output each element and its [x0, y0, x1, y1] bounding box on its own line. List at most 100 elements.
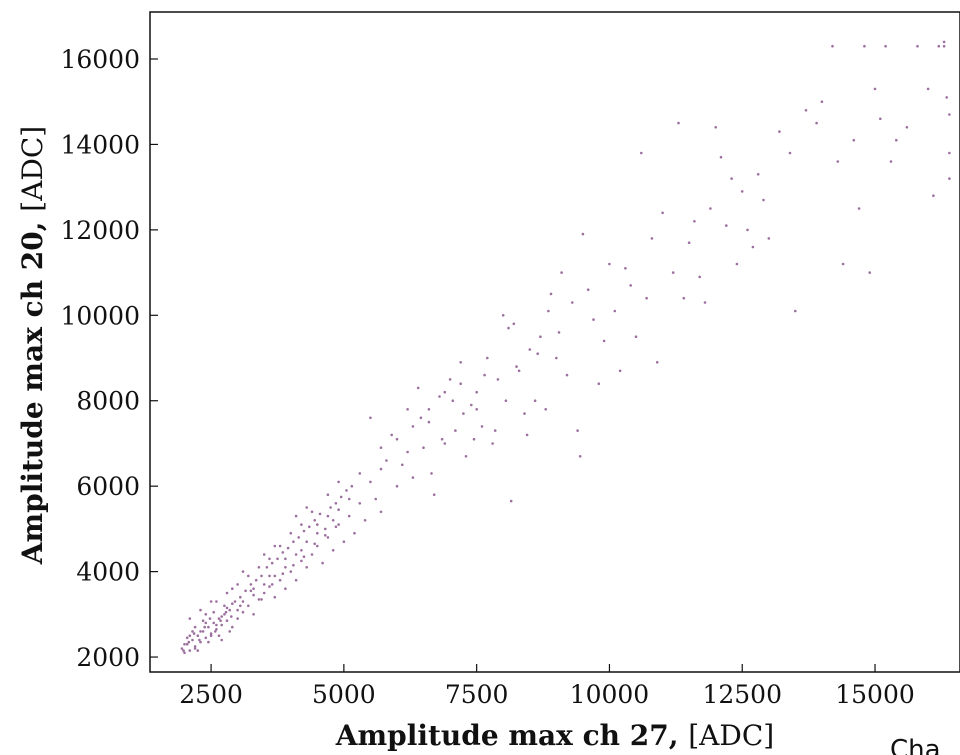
data-point: [379, 446, 383, 450]
data-point: [794, 309, 797, 313]
data-point: [560, 271, 563, 274]
data-point: [369, 480, 372, 484]
x-axis-ticks: 2500 5000 7500 10000 12500 15000: [179, 664, 915, 709]
data-point: [703, 301, 707, 304]
data-point: [427, 420, 431, 424]
data-point: [448, 378, 452, 381]
y-tick-label: 4000: [76, 558, 140, 587]
data-point: [592, 318, 595, 321]
data-point: [581, 232, 585, 236]
data-point: [302, 529, 306, 533]
data-point: [326, 514, 330, 518]
data-point: [284, 587, 287, 590]
data-point: [687, 241, 691, 244]
data-point: [326, 493, 330, 497]
data-point: [201, 619, 205, 622]
data-point: [411, 425, 415, 428]
y-tick-label: 16000: [60, 45, 140, 74]
data-point: [316, 523, 319, 526]
data-point: [183, 642, 186, 646]
data-point: [401, 463, 404, 467]
data-point: [215, 623, 218, 627]
data-point: [252, 613, 255, 616]
data-point: [207, 625, 210, 629]
y-tick-label: 2000: [76, 643, 140, 672]
data-point: [549, 292, 553, 296]
x-axis-unit: [ADC]: [688, 719, 774, 752]
data-point: [224, 610, 228, 614]
data-point: [536, 352, 539, 356]
data-point: [358, 472, 362, 475]
data-point: [682, 296, 686, 300]
data-point: [310, 553, 314, 556]
data-point: [462, 412, 465, 415]
data-point: [419, 416, 423, 420]
data-point: [215, 628, 218, 631]
x-tick-label: 15000: [835, 680, 915, 709]
data-point: [331, 519, 335, 522]
data-point: [268, 574, 271, 578]
data-point: [273, 595, 277, 599]
data-point: [395, 484, 399, 488]
data-point: [180, 647, 184, 650]
data-point: [262, 553, 266, 556]
data-point: [693, 220, 696, 223]
data-point: [207, 640, 210, 644]
data-point: [273, 574, 277, 578]
data-point: [618, 369, 622, 373]
data-point: [778, 130, 781, 133]
y-tick-label: 10000: [60, 301, 140, 330]
data-points: [180, 40, 951, 655]
data-point: [751, 245, 755, 249]
data-point: [270, 583, 274, 586]
data-point: [555, 356, 558, 360]
data-point: [252, 587, 255, 590]
data-point: [347, 514, 351, 518]
data-point: [374, 497, 378, 501]
data-point: [347, 497, 351, 501]
footer-fragment: Cha: [890, 735, 941, 755]
data-point: [480, 425, 484, 428]
data-point: [196, 634, 200, 637]
data-point: [268, 585, 271, 588]
data-point: [191, 638, 194, 642]
data-point: [182, 649, 185, 652]
data-point: [273, 544, 277, 548]
data-point: [661, 211, 664, 215]
data-point: [254, 578, 258, 582]
data-point: [230, 615, 233, 618]
x-tick-label: 10000: [570, 680, 650, 709]
data-point: [509, 499, 513, 503]
data-point: [868, 271, 871, 274]
data-point: [528, 348, 532, 351]
data-point: [185, 642, 189, 646]
data-point: [948, 151, 951, 155]
data-point: [334, 525, 338, 529]
data-point: [650, 237, 654, 240]
data-point: [767, 237, 771, 240]
y-tick-label: 6000: [76, 472, 140, 501]
data-point: [310, 510, 314, 514]
data-point: [730, 177, 733, 180]
data-point: [262, 583, 266, 586]
data-point: [342, 540, 346, 543]
data-point: [337, 523, 340, 526]
data-point: [185, 636, 189, 640]
data-point: [217, 634, 221, 637]
data-point: [204, 636, 208, 640]
data-point: [565, 373, 569, 377]
data-point: [292, 540, 295, 543]
data-point: [629, 284, 632, 287]
data-point: [276, 557, 279, 561]
data-point: [193, 625, 197, 629]
data-point: [350, 484, 354, 488]
data-point: [677, 121, 680, 125]
data-point: [475, 408, 479, 411]
data-point: [233, 600, 237, 603]
data-point: [241, 570, 245, 573]
data-point: [491, 442, 494, 445]
data-point: [369, 416, 372, 420]
data-point: [187, 640, 191, 644]
x-tick-label: 5000: [312, 680, 376, 709]
data-point: [204, 621, 208, 625]
